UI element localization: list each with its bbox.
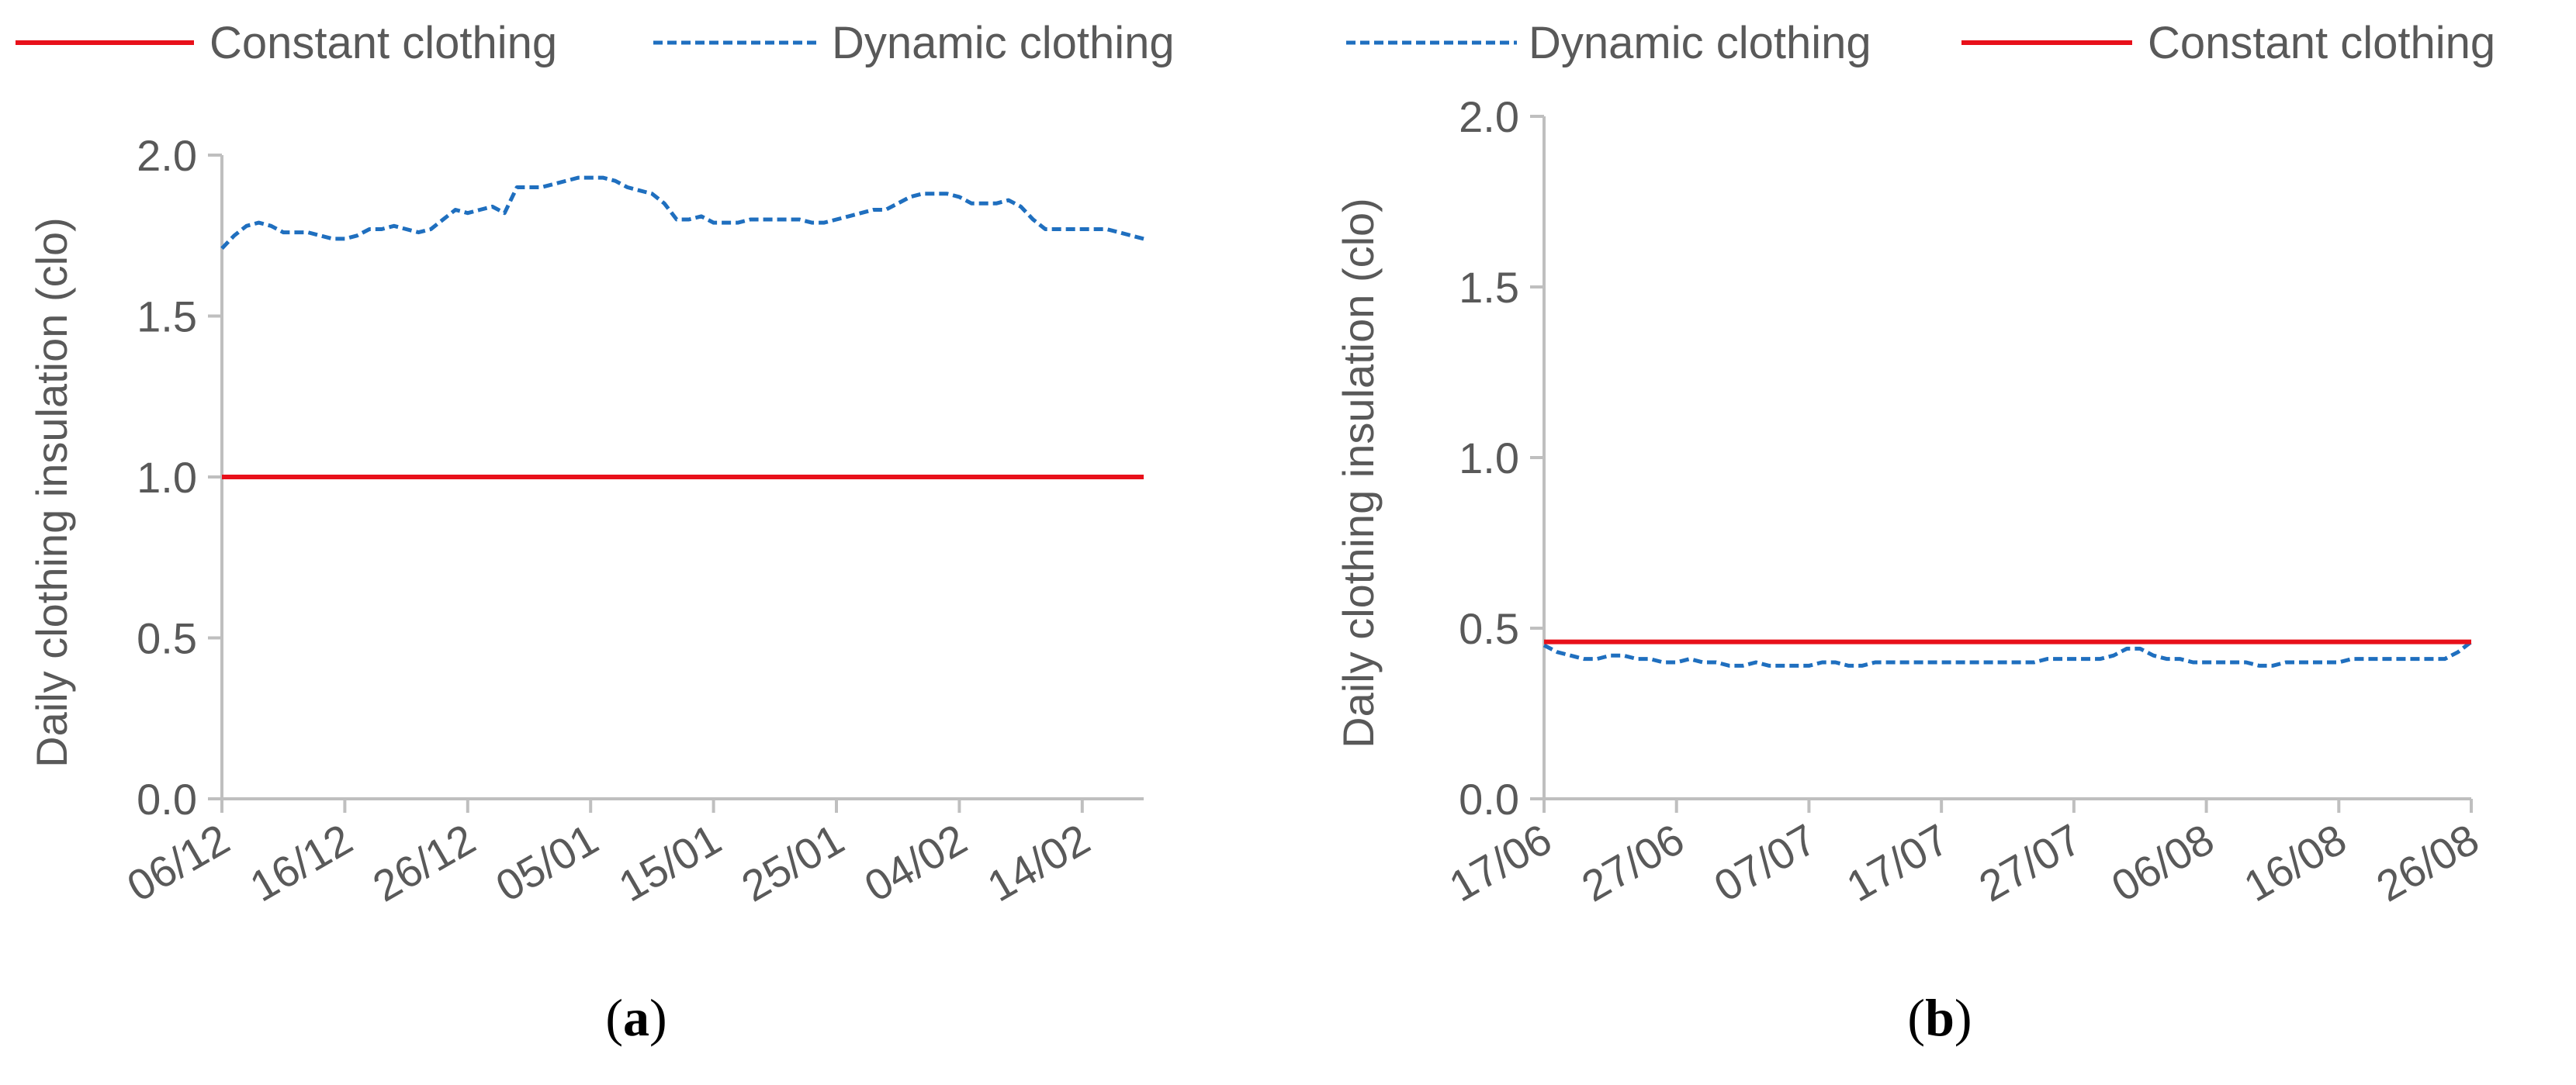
- x-tick-label: 06/12: [119, 814, 237, 911]
- legend-label: Dynamic clothing: [1529, 18, 1871, 68]
- chart-panel-a: Constant clothing Dynamic clothing 0.0 0.5 1…: [16, 18, 1175, 1047]
- y-tick-label: 0.0: [137, 775, 197, 824]
- y-tick-label: 0.5: [137, 614, 197, 663]
- x-tick-label: 14/02: [979, 814, 1098, 911]
- y-tick-label: 0.5: [1459, 604, 1519, 653]
- x-tick-label: 05/01: [487, 814, 606, 911]
- y-tick-label: 2.0: [1459, 92, 1519, 141]
- chart-panel-b: Dynamic clothing Constant clothing 0.0 0.5 1…: [1334, 18, 2495, 1047]
- y-tick-label: 1.0: [137, 453, 197, 502]
- y-tick-label: 1.0: [1459, 434, 1519, 482]
- legend-label: Dynamic clothing: [832, 18, 1175, 68]
- panel-paren-open: (: [605, 988, 623, 1047]
- x-tick-label: 25/01: [733, 814, 852, 911]
- panel-label: (b): [1907, 988, 1972, 1047]
- x-tick-label: 16/12: [242, 814, 361, 911]
- x-tick-label: 26/12: [365, 814, 483, 911]
- legend-label: Constant clothing: [2148, 18, 2495, 68]
- x-tick-label: 16/08: [2235, 814, 2354, 911]
- y-tick-label: 1.5: [137, 292, 197, 341]
- x-tick-label: 06/08: [2103, 814, 2222, 911]
- x-tick-label: 26/08: [2368, 814, 2487, 911]
- panel-label: (a): [605, 988, 667, 1047]
- y-axis-title: Daily clothing insulation (clo): [1334, 198, 1383, 748]
- panel-letter: a: [623, 988, 649, 1047]
- y-tick-label: 0.0: [1459, 775, 1519, 824]
- x-tick-label: 15/01: [611, 814, 729, 911]
- x-tick-label: 17/07: [1838, 814, 1957, 911]
- x-tick-label: 04/02: [857, 814, 975, 911]
- x-tick-label: 07/07: [1706, 814, 1825, 911]
- panel-letter: b: [1925, 988, 1955, 1047]
- legend-label: Constant clothing: [209, 18, 557, 68]
- y-tick-label: 2.0: [137, 131, 197, 180]
- x-tick-label: 27/06: [1574, 814, 1692, 911]
- panel-paren-open: (: [1907, 988, 1925, 1047]
- y-axis-title: Daily clothing insulation (clo): [27, 217, 76, 768]
- panel-paren-close: ): [649, 988, 667, 1047]
- x-tick-label: 17/06: [1441, 814, 1560, 911]
- x-tick-label: 27/07: [1971, 814, 2090, 911]
- y-tick-label: 1.5: [1459, 263, 1519, 312]
- series-line-dynamic: [1542, 640, 2473, 668]
- series-line-dynamic: [220, 175, 1144, 251]
- panel-paren-close: ): [1955, 988, 1972, 1047]
